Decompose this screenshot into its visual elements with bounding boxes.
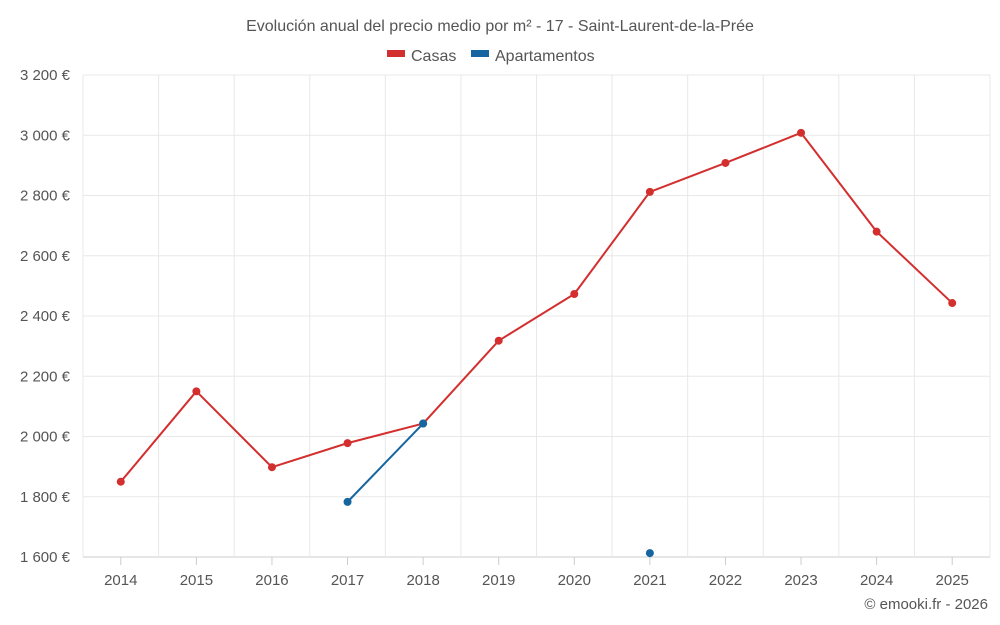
data-point-casas[interactable] <box>267 463 276 472</box>
data-point-apartamentos[interactable] <box>645 549 654 558</box>
data-point-casas[interactable] <box>192 387 201 396</box>
legend-item-casas[interactable]: Casas <box>387 48 456 65</box>
y-axis-ticks: 1 600 € 1 800 € 2 000 € 2 200 € 2 400 € 2 600… <box>20 67 71 566</box>
series-casas <box>116 128 957 486</box>
x-tick-label: 2025 <box>936 572 969 589</box>
x-tick-label: 2020 <box>558 572 591 589</box>
x-tick-label: 2017 <box>331 572 364 589</box>
x-axis-ticks: 2014 2015 2016 2017 2018 2019 2020 2021 2022 2023… <box>104 557 969 589</box>
y-tick-label: 3 200 € <box>20 67 71 84</box>
legend: Casas Apartamentos <box>387 48 595 65</box>
x-tick-label: 2022 <box>709 572 742 589</box>
data-point-apartamentos[interactable] <box>343 497 352 506</box>
series-apartamentos <box>343 419 654 558</box>
x-tick-label: 2018 <box>406 572 439 589</box>
legend-label-casas: Casas <box>411 48 456 65</box>
series-line-casas <box>120 131 953 483</box>
legend-swatch-casas <box>387 50 405 57</box>
data-point-casas[interactable] <box>645 187 654 196</box>
legend-item-apartamentos[interactable]: Apartamentos <box>471 48 595 65</box>
x-tick-label: 2015 <box>180 572 213 589</box>
data-point-casas[interactable] <box>948 299 957 308</box>
x-tick-label: 2014 <box>104 572 137 589</box>
series-line-apartamentos <box>346 422 424 503</box>
series <box>116 128 957 558</box>
x-tick-label: 2016 <box>255 572 288 589</box>
y-tick-label: 2 200 € <box>20 368 71 385</box>
y-tick-label: 1 800 € <box>20 489 71 506</box>
y-tick-label: 2 400 € <box>20 308 71 325</box>
legend-swatch-apartamentos <box>471 50 489 57</box>
y-tick-label: 1 600 € <box>20 549 71 566</box>
grid <box>82 74 991 558</box>
chart-credit: © emooki.fr - 2026 <box>864 596 988 613</box>
y-tick-label: 2 800 € <box>20 188 71 205</box>
x-tick-label: 2023 <box>784 572 817 589</box>
data-point-casas[interactable] <box>721 158 730 167</box>
data-point-casas[interactable] <box>343 439 352 448</box>
legend-label-apartamentos: Apartamentos <box>495 48 595 65</box>
data-point-casas[interactable] <box>797 128 806 137</box>
data-point-apartamentos[interactable] <box>419 419 428 428</box>
data-point-casas[interactable] <box>116 477 125 486</box>
data-point-casas[interactable] <box>494 336 503 345</box>
x-tick-label: 2021 <box>633 572 666 589</box>
x-tick-label: 2024 <box>860 572 893 589</box>
data-point-casas[interactable] <box>570 290 579 299</box>
y-tick-label: 2 600 € <box>20 248 71 265</box>
chart-title: Evolución anual del precio medio por m² … <box>246 18 754 35</box>
y-tick-label: 3 000 € <box>20 127 71 144</box>
data-point-casas[interactable] <box>872 227 881 236</box>
y-tick-label: 2 000 € <box>20 429 71 446</box>
x-tick-label: 2019 <box>482 572 515 589</box>
